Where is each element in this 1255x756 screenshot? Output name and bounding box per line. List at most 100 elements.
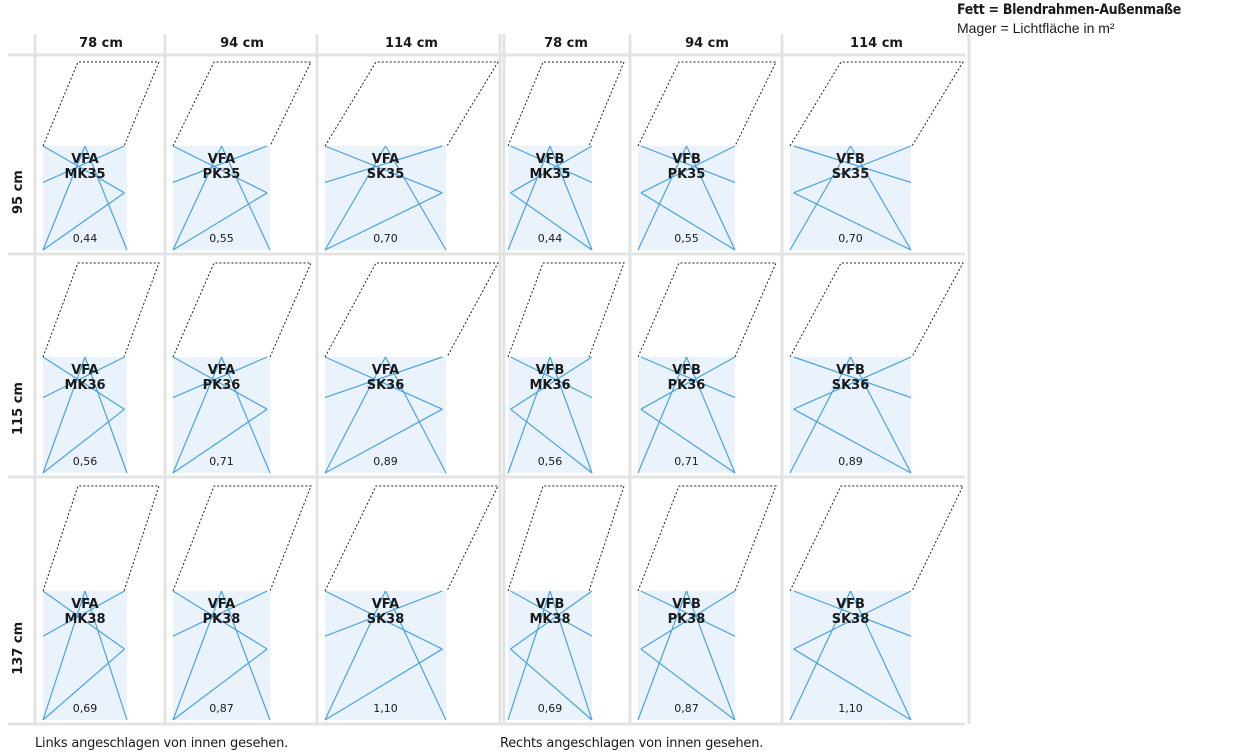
opened-sash-outline <box>789 485 964 592</box>
column-header-left: 114 cm <box>385 36 438 51</box>
sash-indicator-line <box>849 356 912 474</box>
sash-indicator-line <box>549 590 593 721</box>
model-code: SK38 <box>832 612 870 627</box>
light-area-value: 0,55 <box>674 232 699 245</box>
model-prefix: VFA <box>372 152 400 167</box>
sash-indicator-line <box>549 145 593 251</box>
sash-indicator-line <box>172 145 223 251</box>
model-prefix: VFB <box>836 363 865 378</box>
sash-indicator-line <box>220 590 271 721</box>
sash-indicator-line <box>510 408 593 474</box>
light-area-value: 0,89 <box>373 455 398 468</box>
column-header-right: 78 cm <box>544 36 588 51</box>
sash-indicator-line <box>640 356 736 410</box>
sash-indicator-line <box>42 408 125 474</box>
model-code: SK35 <box>367 167 405 182</box>
sash-indicator-line <box>793 356 912 410</box>
light-area-value: 1,10 <box>373 702 398 715</box>
sash-indicator-line <box>640 356 736 399</box>
light-area-value: 0,87 <box>209 702 234 715</box>
model-code: PK36 <box>668 378 706 393</box>
row-header: 115 cm <box>11 382 26 435</box>
sash-indicator-line <box>324 356 443 399</box>
sash-indicator-line <box>172 408 268 474</box>
model-prefix: VFA <box>71 597 99 612</box>
sash-indicator-line <box>640 145 736 183</box>
model-code: MK35 <box>529 167 570 182</box>
opened-sash-outline <box>507 485 625 592</box>
model-prefix: VFA <box>208 597 236 612</box>
sash-indicator-line <box>42 356 86 474</box>
sash-indicator-line <box>42 590 86 721</box>
sash-indicator-line <box>640 590 736 650</box>
opened-sash-outline <box>42 262 160 358</box>
sash-indicator-line <box>789 356 852 474</box>
sash-indicator-line <box>324 590 387 721</box>
light-area-value: 0,71 <box>674 455 699 468</box>
legend: Fett = Blendrahmen-Außenmaße Mager = Lic… <box>957 1 1181 37</box>
sash-indicator-line <box>507 145 551 251</box>
sash-indicator-line <box>510 356 593 410</box>
sash-indicator-line <box>172 648 268 721</box>
model-code: MK36 <box>64 378 105 393</box>
light-area-value: 0,44 <box>73 232 98 245</box>
model-prefix: VFB <box>536 597 565 612</box>
light-area-value: 0,44 <box>538 232 563 245</box>
sash-indicator-line <box>793 408 912 474</box>
caption-right: Rechts angeschlagen von innen gesehen. <box>500 736 764 751</box>
sash-indicator-line <box>849 145 912 251</box>
sash-indicator-line <box>510 145 593 183</box>
sash-indicator-line <box>220 145 271 251</box>
sash-indicator-line <box>172 590 268 650</box>
sash-indicator-line <box>172 356 223 474</box>
sash-indicator-line <box>510 356 593 399</box>
model-prefix: VFB <box>836 597 865 612</box>
model-prefix: VFB <box>672 152 701 167</box>
sash-indicator-line <box>324 145 387 251</box>
sash-indicator-line <box>324 192 443 251</box>
opened-sash-outline <box>42 61 160 147</box>
sash-indicator-line <box>793 648 912 721</box>
model-code: SK36 <box>367 378 405 393</box>
sash-indicator-line <box>510 590 593 637</box>
light-area-value: 0,71 <box>209 455 234 468</box>
model-code: PK36 <box>203 378 241 393</box>
sash-indicator-line <box>324 356 387 474</box>
sash-indicator-line <box>637 356 688 474</box>
sash-indicator-line <box>685 145 736 251</box>
sash-indicator-line <box>849 590 912 721</box>
sash-indicator-line <box>510 145 593 194</box>
column-header-left: 78 cm <box>79 36 123 51</box>
sash-indicator-line <box>324 648 443 721</box>
legend-bold-line: Fett = Blendrahmen-Außenmaße <box>957 2 1182 18</box>
sash-indicator-line <box>640 590 736 637</box>
row-header: 95 cm <box>11 170 26 214</box>
sash-indicator-line <box>172 192 268 251</box>
sash-indicator-line <box>384 590 447 721</box>
sash-indicator-line <box>789 145 852 251</box>
column-header-right: 94 cm <box>685 36 729 51</box>
opened-sash-outline <box>637 61 777 147</box>
light-area-value: 0,69 <box>538 702 563 715</box>
sash-indicator-line <box>172 590 223 721</box>
sash-indicator-line <box>507 590 551 721</box>
model-prefix: VFB <box>536 363 565 378</box>
model-code: MK35 <box>64 167 105 182</box>
opened-sash-outline <box>507 61 625 147</box>
sash-indicator-line <box>42 590 125 650</box>
opened-sash-outline <box>789 262 964 358</box>
sash-indicator-line <box>42 648 125 721</box>
light-area-value: 1,10 <box>838 702 863 715</box>
light-area-value: 0,89 <box>838 455 863 468</box>
sash-indicator-line <box>510 192 593 251</box>
sash-indicator-line <box>172 145 268 194</box>
sash-indicator-line <box>172 145 268 183</box>
sash-indicator-line <box>640 648 736 721</box>
opened-sash-outline <box>42 485 160 592</box>
light-area-value: 0,69 <box>73 702 98 715</box>
sash-indicator-line <box>42 356 125 399</box>
sash-indicator-line <box>42 356 125 410</box>
model-prefix: VFA <box>208 363 236 378</box>
sash-indicator-line <box>789 590 852 721</box>
